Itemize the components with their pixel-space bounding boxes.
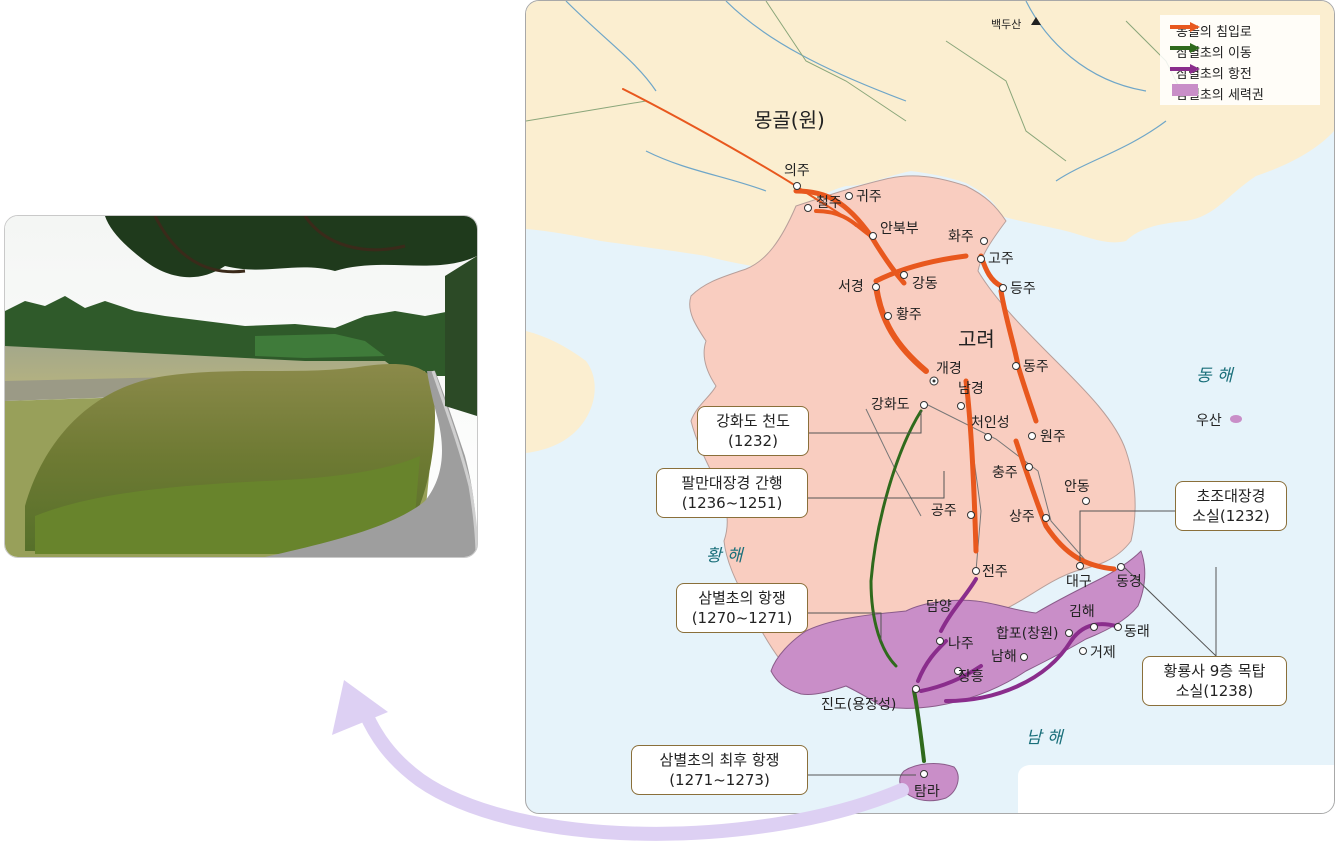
place-anbukbu: 안북부 bbox=[880, 221, 919, 237]
place-gwiju: 귀주 bbox=[856, 189, 882, 205]
place-sangju: 상주 bbox=[1009, 509, 1035, 525]
place-naju: 나주 bbox=[948, 636, 974, 652]
place-jindo: 진도(용장성) bbox=[821, 697, 896, 713]
purple-arrow-icon bbox=[1170, 64, 1200, 74]
green-arrow-icon bbox=[1170, 43, 1200, 53]
mountain-baekdusan: 백두산 bbox=[991, 18, 1021, 31]
place-uiju: 의주 bbox=[784, 163, 810, 179]
place-namhae: 남해 bbox=[991, 649, 1017, 665]
place-gimhae: 김해 bbox=[1069, 604, 1095, 620]
place-geoje: 거제 bbox=[1090, 645, 1116, 661]
place-gangdong: 강동 bbox=[912, 276, 938, 292]
place-namgyeong: 남경 bbox=[958, 381, 984, 397]
place-happo: 합포(창원) bbox=[996, 626, 1058, 642]
orange-arrow-icon bbox=[1170, 22, 1200, 32]
fortress-photo bbox=[4, 215, 478, 558]
place-jangheung: 장흥 bbox=[958, 669, 984, 685]
callout-date: 소실(1238) bbox=[1175, 682, 1254, 700]
callout-title: 삼별초의 항쟁 bbox=[698, 589, 786, 607]
place-ganghwado: 강화도 bbox=[871, 397, 910, 413]
callout-title: 강화도 천도 bbox=[716, 412, 790, 430]
place-goju: 고주 bbox=[988, 251, 1014, 267]
callout-date: (1232) bbox=[728, 432, 778, 450]
place-jeonju: 전주 bbox=[982, 564, 1008, 580]
region-goryeo: 고려 bbox=[958, 327, 995, 351]
place-deungju: 등주 bbox=[1010, 281, 1036, 297]
callout-title: 황룡사 9층 목탑 bbox=[1163, 662, 1266, 680]
place-wonju: 원주 bbox=[1040, 429, 1066, 445]
historical-map: 의주 철주 귀주 안북부 화주 고주 강동 서경 등주 황주 개경 강화도 남경… bbox=[525, 0, 1335, 814]
map-legend: 몽골의 침입로 삼별초의 이동 삼별초의 항전 삼별초의 세력권 bbox=[1160, 15, 1320, 105]
callout-date: 소실(1232) bbox=[1192, 507, 1270, 525]
callout-hwangnyongsa: 황룡사 9층 목탑 소실(1238) bbox=[1142, 656, 1287, 706]
callout-last-resistance: 삼별초의 최후 항쟁 (1271~1273) bbox=[631, 745, 808, 795]
fortress-photo-illustration bbox=[5, 216, 477, 557]
sambyeolcho-movement-routes bbox=[869, 409, 926, 763]
map-canvas: 의주 철주 귀주 안북부 화주 고주 강동 서경 등주 황주 개경 강화도 남경… bbox=[526, 1, 1334, 813]
place-dongnae: 동래 bbox=[1124, 624, 1150, 640]
place-tamra: 탐라 bbox=[914, 784, 940, 800]
callout-title: 초조대장경 bbox=[1196, 487, 1266, 505]
callout-chojo: 초조대장경 소실(1232) bbox=[1175, 481, 1287, 531]
callout-ganghwa: 강화도 천도 (1232) bbox=[697, 406, 809, 456]
place-gongju: 공주 bbox=[931, 503, 957, 519]
region-mongol: 몽골(원) bbox=[754, 108, 825, 132]
place-damyang: 담양 bbox=[926, 599, 952, 615]
place-hwangju: 황주 bbox=[896, 307, 922, 323]
callout-date: (1270~1271) bbox=[691, 609, 793, 627]
legend-item-sambyeolcho-movement: 삼별초의 이동 bbox=[1168, 42, 1252, 61]
region-east-sea: 동 해 bbox=[1196, 366, 1235, 386]
place-seogyeong: 서경 bbox=[838, 279, 864, 295]
legend-item-mongol-invasion: 몽골의 침입로 bbox=[1168, 21, 1252, 40]
callout-date: (1236~1251) bbox=[681, 494, 783, 512]
place-cheolju: 철주 bbox=[816, 195, 842, 211]
region-south-sea: 남 해 bbox=[1026, 728, 1065, 748]
place-gaegyeong: 개경 bbox=[936, 361, 962, 377]
callout-title: 삼별초의 최후 항쟁 bbox=[659, 751, 780, 769]
place-daegu: 대구 bbox=[1066, 574, 1092, 590]
place-andong: 안동 bbox=[1064, 479, 1090, 495]
place-chungju: 충주 bbox=[992, 465, 1018, 481]
legend-item-sambyeolcho-sphere: 삼별초의 세력권 bbox=[1168, 84, 1264, 103]
place-cheoninseong: 처인성 bbox=[971, 415, 1010, 431]
callout-title: 팔만대장경 간행 bbox=[681, 474, 783, 492]
place-donggyeong: 동경 bbox=[1116, 574, 1142, 590]
callout-tripitaka: 팔만대장경 간행 (1236~1251) bbox=[656, 468, 808, 518]
place-hwaju: 화주 bbox=[948, 229, 974, 245]
callout-date: (1271~1273) bbox=[669, 771, 770, 789]
region-yellow-sea: 황 해 bbox=[706, 546, 745, 566]
mountain-icon bbox=[1031, 17, 1041, 25]
place-usan: 우산 bbox=[1196, 413, 1222, 429]
place-dongju: 동주 bbox=[1023, 359, 1049, 375]
purple-swatch-icon bbox=[1172, 84, 1198, 96]
callout-sambyeolcho: 삼별초의 항쟁 (1270~1271) bbox=[676, 583, 808, 633]
legend-item-sambyeolcho-resistance: 삼별초의 항전 bbox=[1168, 63, 1252, 82]
map-corner-notch bbox=[1018, 765, 1334, 813]
